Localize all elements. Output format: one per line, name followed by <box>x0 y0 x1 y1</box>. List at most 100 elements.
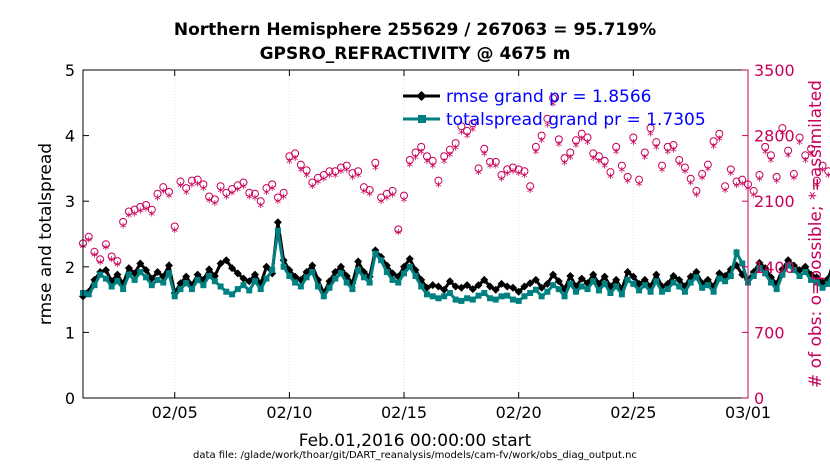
possible-point <box>675 155 684 164</box>
spread-point <box>102 275 109 282</box>
possible-point <box>549 94 558 103</box>
assimilated-point: * <box>808 149 815 164</box>
assimilated-point: * <box>584 138 591 153</box>
possible-point <box>176 177 185 186</box>
assimilated-point: * <box>171 226 178 241</box>
spread-point <box>114 278 121 285</box>
spread-point <box>808 276 815 283</box>
possible-point <box>778 124 787 133</box>
spread-point <box>418 283 425 290</box>
assimilated-point: * <box>257 201 264 216</box>
assimilated-point: * <box>366 190 373 205</box>
y2-tick-label: 2800 <box>754 127 795 146</box>
possible-point <box>199 180 208 189</box>
assimilated-point: * <box>114 260 121 275</box>
possible-point <box>635 175 644 184</box>
x-tick-label: 02/25 <box>610 403 656 422</box>
possible-point <box>583 133 592 142</box>
spread-point <box>286 272 293 279</box>
assimilated-point: * <box>802 156 809 171</box>
spread-point <box>710 288 717 295</box>
rmse-point <box>577 274 586 283</box>
assimilated-point: * <box>235 185 242 200</box>
spread-point <box>251 278 258 285</box>
spread-point <box>217 283 224 290</box>
spread-point <box>653 278 660 285</box>
rmse-point <box>784 256 793 265</box>
possible-point <box>371 158 380 167</box>
possible-point <box>680 163 689 172</box>
spread-point <box>750 272 757 279</box>
assimilated-point: * <box>292 154 299 169</box>
assimilated-point: * <box>699 174 706 189</box>
spread-point <box>372 250 379 257</box>
legend-marker-rmse <box>416 91 427 101</box>
spread-point <box>441 293 448 300</box>
possible-point <box>491 157 500 166</box>
assimilated-point: * <box>343 165 350 180</box>
rmse-point <box>554 277 563 286</box>
assimilated-point: * <box>693 191 700 206</box>
rmse-point <box>537 283 546 292</box>
spread-point <box>475 292 482 299</box>
possible-point <box>686 174 695 183</box>
assimilated-point: * <box>470 125 477 140</box>
rmse-point <box>354 257 363 266</box>
possible-point <box>291 149 300 158</box>
possible-point <box>508 163 517 172</box>
spread-point <box>515 297 522 304</box>
assimilated-point: * <box>567 153 574 168</box>
legend-label-rmse: rmse grand pr = 1.8566 <box>446 87 651 107</box>
spread-point <box>487 295 494 302</box>
possible-point <box>262 184 271 193</box>
assimilated-point: * <box>750 191 757 206</box>
assimilated-point: * <box>166 192 173 207</box>
possible-point <box>319 170 328 179</box>
spread-point <box>246 287 253 294</box>
possible-point <box>652 138 661 147</box>
spread-point <box>223 288 230 295</box>
possible-point <box>577 129 586 138</box>
possible-point <box>222 188 231 197</box>
rmse-point <box>612 275 621 284</box>
assimilated-point: * <box>378 197 385 212</box>
spread-point <box>561 293 568 300</box>
rmse-point <box>440 285 449 294</box>
assimilated-point: * <box>263 188 270 203</box>
spread-point <box>825 280 830 287</box>
possible-point <box>96 255 105 264</box>
spread-point <box>538 293 545 300</box>
assimilated-point: * <box>550 100 557 115</box>
assimilated-point: * <box>120 222 127 237</box>
rmse-point <box>491 285 500 294</box>
possible-point <box>703 160 712 169</box>
assimilated-point: * <box>326 171 333 186</box>
possible-point <box>761 142 770 151</box>
spread-point <box>165 270 172 277</box>
possible-point <box>451 139 460 148</box>
possible-point <box>193 175 202 184</box>
spread-point <box>337 270 344 277</box>
rmse-point <box>273 218 282 227</box>
x-tick-label: 02/15 <box>381 403 427 422</box>
possible-point <box>612 142 621 151</box>
possible-point <box>755 170 764 179</box>
assimilated-point: * <box>200 184 207 199</box>
rmse-point <box>543 279 552 288</box>
possible-point <box>101 240 110 249</box>
possible-point <box>795 133 804 142</box>
possible-point <box>331 167 340 176</box>
rmse-point <box>262 262 271 271</box>
assimilated-point: * <box>613 147 620 162</box>
assimilated-point: * <box>475 168 482 183</box>
y-axis-label: rmse and totalspread <box>36 143 56 325</box>
rmse-point <box>692 268 701 277</box>
rmse-point <box>193 270 202 279</box>
assimilated-point: * <box>653 143 660 158</box>
assimilated-point: * <box>819 165 826 180</box>
possible-point <box>411 148 420 157</box>
possible-point <box>623 172 632 181</box>
assimilated-point: * <box>269 184 276 199</box>
assimilated-point: * <box>515 169 522 184</box>
